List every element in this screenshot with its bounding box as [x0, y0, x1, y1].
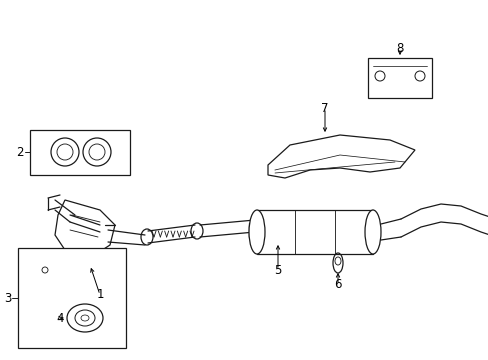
Ellipse shape	[89, 144, 105, 160]
Ellipse shape	[75, 310, 95, 326]
Ellipse shape	[81, 315, 89, 321]
Ellipse shape	[57, 144, 73, 160]
Bar	[30, 130, 130, 175]
Text: 5: 5	[274, 264, 281, 276]
Text: 2: 2	[16, 145, 24, 158]
Text: 6: 6	[334, 279, 341, 292]
Polygon shape	[367, 58, 431, 98]
Ellipse shape	[248, 210, 264, 254]
Ellipse shape	[83, 138, 111, 166]
Bar	[18, 248, 126, 348]
Ellipse shape	[364, 210, 380, 254]
Ellipse shape	[67, 304, 103, 332]
Text: 3: 3	[4, 292, 12, 305]
Ellipse shape	[51, 138, 79, 166]
Polygon shape	[257, 210, 372, 254]
Text: 1: 1	[96, 288, 103, 302]
Polygon shape	[267, 135, 414, 178]
Text: 7: 7	[321, 102, 328, 114]
Text: 4: 4	[56, 311, 63, 324]
Text: 8: 8	[395, 41, 403, 54]
